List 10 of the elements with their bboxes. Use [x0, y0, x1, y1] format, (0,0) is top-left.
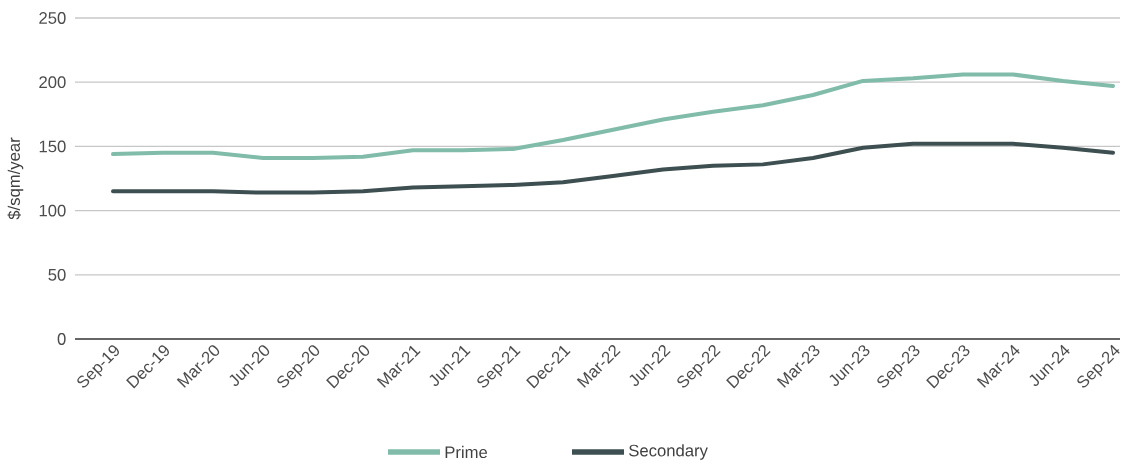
legend-label: Secondary — [629, 444, 708, 460]
y-tick-label: 100 — [39, 204, 66, 217]
y-tick-label: 50 — [48, 268, 66, 281]
legend-label: Prime — [445, 445, 488, 459]
y-tick-label: 200 — [39, 76, 66, 89]
y-axis-title: $/sqm/year — [7, 137, 24, 220]
y-tick-label: 250 — [39, 12, 66, 24]
line-series — [111, 72, 1116, 160]
y-tick-label: 150 — [39, 140, 66, 153]
y-tick-label: 0 — [57, 333, 66, 345]
